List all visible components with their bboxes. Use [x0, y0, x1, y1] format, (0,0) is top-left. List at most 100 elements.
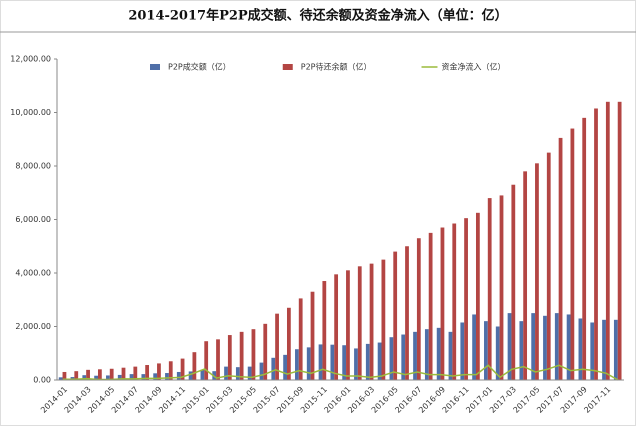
bar — [436, 327, 441, 380]
bar — [428, 232, 433, 380]
bar — [168, 361, 173, 380]
legend-label: P2P成交额（亿） — [168, 62, 231, 72]
bar — [511, 184, 516, 380]
bar — [176, 371, 181, 380]
bar — [381, 259, 386, 380]
bar — [141, 374, 146, 380]
bar — [613, 319, 618, 380]
bar — [247, 366, 252, 380]
bar — [227, 335, 232, 380]
bar — [369, 263, 374, 380]
bar — [413, 331, 417, 380]
bar — [97, 369, 102, 380]
bar — [602, 319, 606, 380]
bar — [605, 101, 610, 381]
bar — [109, 368, 114, 380]
bar — [145, 365, 150, 380]
bar — [617, 101, 622, 381]
y-tick-label: 12,000.00 — [10, 55, 51, 64]
legend-swatch — [150, 64, 160, 70]
bar — [424, 329, 429, 380]
bar — [121, 367, 126, 380]
bar — [192, 352, 197, 380]
bar — [200, 369, 205, 380]
bar — [582, 117, 587, 380]
bar — [475, 212, 480, 380]
bar — [74, 371, 79, 380]
bar — [263, 323, 268, 380]
bar — [346, 270, 350, 380]
bar — [578, 318, 583, 380]
bar — [365, 343, 370, 380]
y-tick-label: 8,000.00 — [15, 162, 51, 171]
bar — [416, 238, 421, 380]
y-tick-label: 6,000.00 — [15, 215, 51, 224]
line-series — [62, 364, 619, 381]
y-tick-label: 0.00 — [33, 376, 51, 385]
bar — [546, 152, 551, 380]
bar — [330, 344, 335, 380]
bar — [86, 369, 90, 380]
bar — [58, 377, 63, 380]
bar — [259, 362, 264, 380]
bar — [204, 341, 209, 380]
bar — [519, 321, 524, 380]
bar — [133, 366, 138, 380]
legend-label: 资金净流入（亿） — [442, 62, 506, 72]
bar — [393, 251, 398, 380]
bar — [188, 371, 193, 380]
bar — [153, 373, 158, 380]
bar — [271, 357, 276, 380]
bar — [180, 358, 185, 380]
bar — [306, 347, 311, 380]
bar — [460, 322, 465, 380]
bar — [106, 375, 110, 380]
bar — [558, 137, 563, 380]
y-tick-label: 10,000.00 — [10, 108, 51, 117]
bar — [239, 331, 244, 380]
bar — [499, 195, 504, 380]
bar — [401, 334, 406, 380]
bar — [295, 349, 299, 380]
chart-title: 2014-2017年P2P成交额、待还余额及资金净流入（单位：亿） — [128, 8, 507, 24]
bar — [357, 266, 362, 380]
bar — [495, 326, 500, 380]
bar — [334, 274, 339, 380]
bar — [251, 329, 256, 380]
bar — [389, 337, 394, 380]
bar — [165, 373, 169, 380]
bar — [594, 108, 598, 381]
bar — [275, 313, 279, 380]
bar — [354, 348, 358, 380]
bar — [117, 374, 122, 380]
bar — [318, 344, 323, 380]
bar — [286, 307, 291, 380]
bar — [405, 246, 409, 380]
bar — [535, 163, 539, 380]
legend-swatch — [282, 64, 293, 70]
bar — [283, 354, 287, 380]
bar — [590, 322, 595, 380]
bar — [464, 218, 468, 380]
bar — [82, 375, 87, 380]
bar — [440, 227, 445, 380]
y-tick-label: 4,000.00 — [15, 269, 51, 278]
bar — [377, 342, 382, 380]
bar — [235, 367, 240, 380]
bar — [298, 298, 303, 380]
bar — [531, 313, 536, 380]
bar — [523, 171, 528, 380]
bar — [543, 315, 547, 380]
bar — [322, 281, 327, 380]
bar — [487, 198, 492, 380]
bar — [224, 366, 228, 380]
bar — [157, 363, 161, 380]
bar — [62, 371, 67, 380]
bar — [94, 375, 98, 380]
legend-label: P2P待还余额（亿） — [301, 62, 372, 72]
bar — [554, 313, 559, 380]
bar — [507, 313, 512, 380]
bar — [566, 314, 571, 380]
